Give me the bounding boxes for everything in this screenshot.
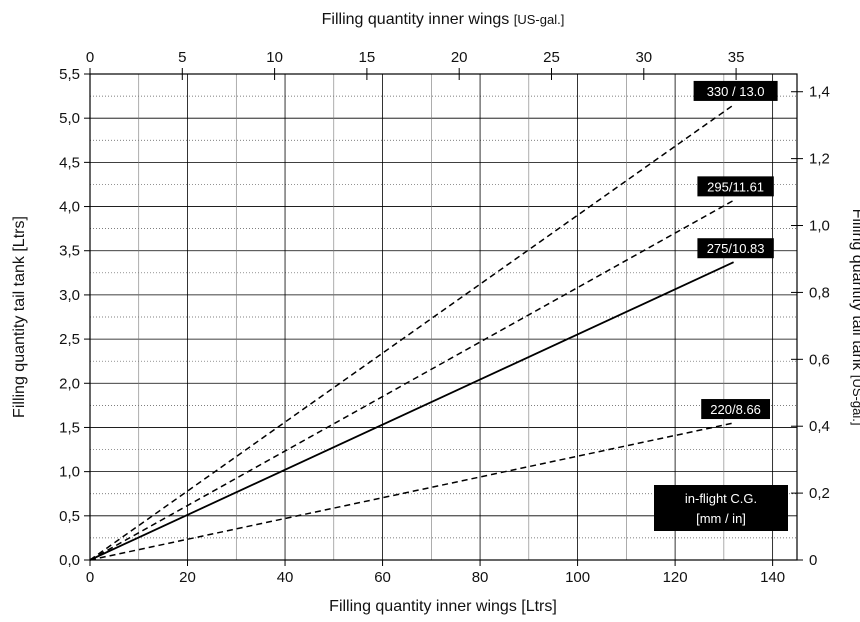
x2-axis-title-unit: [US-gal.] (514, 12, 565, 27)
y-tick-label: 0,5 (59, 508, 80, 525)
y-tick-label: 4,5 (59, 154, 80, 171)
y-tick-label: 0,0 (59, 552, 80, 569)
x2-tick-label: 35 (728, 49, 745, 66)
y-tick-label: 2,5 (59, 331, 80, 348)
series-label-background (701, 399, 771, 420)
x-tick-label: 80 (472, 569, 489, 586)
legend-box-line1: in-flight C.G. (685, 491, 757, 506)
series-label-3: 275/10.83 (697, 238, 774, 259)
series-line-2 (89, 199, 734, 561)
series-label-text: 295/11.61 (707, 179, 764, 194)
y2-tick-label: 0,8 (809, 284, 830, 301)
y-tick-label: 5,5 (59, 66, 80, 83)
x-tick-label: 140 (760, 569, 785, 586)
x2-tick-label: 0 (86, 49, 94, 66)
x2-tick-label: 30 (635, 49, 652, 66)
x2-axis-title-main: Filling quantity inner wings (322, 11, 514, 28)
x2-tick-label: 15 (359, 49, 376, 66)
y-axis-title: Filling quantity tail tank [Ltrs] (11, 216, 28, 418)
legend-box: in-flight C.G. [mm / in] (654, 485, 788, 531)
y2-tick-label: 0,2 (809, 485, 830, 502)
series-label-text: 275/10.83 (707, 241, 765, 256)
y-tick-label: 4,0 (59, 199, 80, 216)
x-tick-label: 0 (86, 569, 94, 586)
x2-axis-title: Filling quantity inner wings [US-gal.] (322, 11, 565, 28)
x2-tick-label: 10 (266, 49, 283, 66)
series-layer (89, 104, 735, 561)
series-line-4 (89, 422, 734, 561)
series-label-1: 330 / 13.0 (693, 80, 778, 101)
y-tick-label: 2,0 (59, 375, 80, 392)
series-label-2: 295/11.61 (697, 176, 774, 197)
x-tick-label: 20 (179, 569, 196, 586)
x2-tick-label: 20 (451, 49, 468, 66)
x-tick-label: 120 (663, 569, 688, 586)
x-axis-title: Filling quantity inner wings [Ltrs] (329, 598, 557, 615)
labels-layer: 330 / 13.0 295/11.61 275/10.83 220/8.66 0 20 4… (59, 49, 830, 586)
y-tick-label: 5,0 (59, 110, 80, 127)
x-tick-label: 40 (277, 569, 294, 586)
grid-layer (90, 74, 797, 560)
y-tick-label: 3,0 (59, 287, 80, 304)
x2-tick-label: 5 (178, 49, 186, 66)
series-label-4: 220/8.66 (701, 399, 771, 420)
y2-tick-label: 0 (809, 552, 817, 569)
legend-box-background (654, 485, 788, 531)
y2-axis-title-unit: [US-gal.] (850, 375, 860, 426)
series-label-background (697, 176, 774, 197)
x-tick-label: 100 (565, 569, 590, 586)
y2-tick-label: 1,2 (809, 151, 830, 168)
ticks-layer (84, 68, 803, 566)
plot-frame (89, 73, 798, 561)
series-line-3 (89, 261, 734, 561)
y2-tick-label: 1,0 (809, 218, 830, 235)
y-tick-label: 1,5 (59, 419, 80, 436)
legend-box-line2: [mm / in] (696, 511, 746, 526)
y2-tick-label: 1,4 (809, 84, 830, 101)
series-label-background (697, 238, 774, 259)
series-line-1 (89, 104, 735, 561)
y2-tick-label: 0,6 (809, 351, 830, 368)
x-tick-label: 60 (374, 569, 391, 586)
series-label-background (693, 80, 778, 101)
series-label-text: 330 / 13.0 (707, 84, 765, 99)
y-tick-label: 1,0 (59, 464, 80, 481)
series-label-text: 220/8.66 (710, 402, 761, 417)
y2-axis-title: Filling quantity tail tank [US-gal.] (849, 209, 860, 426)
y-tick-label: 3,5 (59, 243, 80, 260)
y2-axis-title-main: Filling quantity tail tank (849, 209, 860, 375)
y2-tick-label: 0,4 (809, 418, 830, 435)
x2-tick-label: 25 (543, 49, 560, 66)
